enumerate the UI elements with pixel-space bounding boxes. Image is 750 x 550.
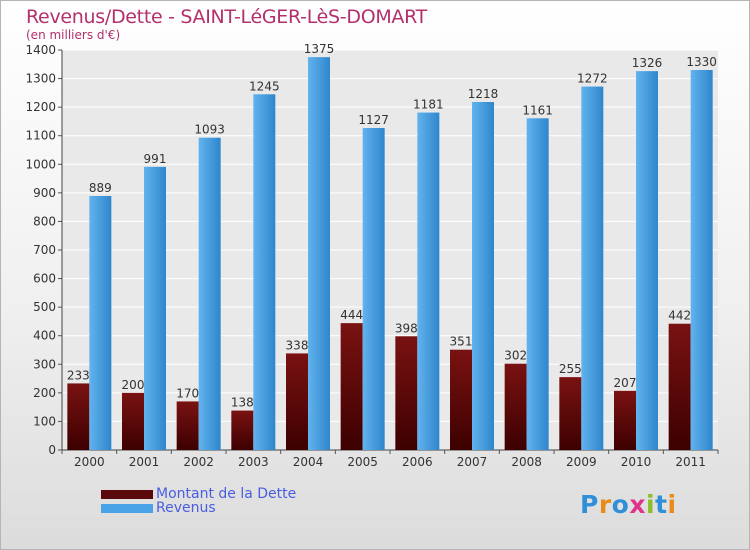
bar-dette: [286, 353, 308, 450]
legend-swatch-dette: [101, 489, 153, 499]
data-label-revenus: 1375: [304, 42, 335, 56]
legend-label-revenus: Revenus: [156, 500, 216, 516]
y-tick-label: 900: [33, 186, 56, 200]
bar-dette: [231, 410, 254, 450]
y-tick-label: 0: [48, 443, 56, 457]
data-label-revenus: 1272: [577, 72, 608, 86]
data-label-revenus: 1330: [686, 55, 717, 69]
legend-item-dette: Montant de la Dette: [101, 486, 296, 502]
bar-dette: [340, 323, 363, 450]
bar-revenus: [581, 86, 604, 451]
x-tick-label: 2006: [402, 455, 433, 469]
bar-dette: [395, 336, 418, 450]
y-tick-label: 600: [33, 272, 56, 286]
x-tick-label: 2009: [566, 455, 597, 469]
x-tick-label: 2005: [347, 455, 378, 469]
bar-dette: [67, 383, 90, 450]
x-tick-label: 2007: [457, 455, 488, 469]
data-label-revenus: 1181: [413, 98, 444, 112]
bar-revenus: [472, 102, 494, 450]
logo-letter: x: [629, 490, 646, 519]
logo-letter: r: [598, 490, 612, 519]
y-tick-label: 500: [33, 300, 56, 314]
data-label-dette: 351: [450, 335, 473, 349]
logo-letter: i: [667, 490, 677, 519]
y-tick-label: 1000: [25, 157, 56, 171]
bar-revenus: [89, 196, 112, 450]
legend-label-dette: Montant de la Dette: [156, 486, 297, 502]
logo-letter: t: [655, 490, 668, 519]
bar-revenus: [362, 128, 385, 450]
data-label-revenus: 1218: [468, 87, 499, 101]
proxiti-logo: Proxiti: [580, 490, 677, 519]
x-tick-label: 2003: [238, 455, 269, 469]
bar-dette: [176, 401, 199, 450]
data-label-dette: 302: [504, 349, 527, 363]
legend-swatch-revenus: [101, 503, 153, 513]
data-label-dette: 444: [340, 308, 363, 322]
bar-dette: [450, 349, 472, 450]
x-tick-label: 2004: [293, 455, 324, 469]
logo-letter: P: [580, 490, 599, 519]
data-label-revenus: 1326: [632, 56, 663, 70]
bar-revenus: [144, 166, 166, 450]
data-label-revenus: 991: [144, 152, 167, 166]
data-label-dette: 207: [614, 376, 637, 390]
bar-dette: [614, 390, 636, 450]
data-label-revenus: 1093: [194, 123, 225, 137]
y-tick-label: 1100: [25, 129, 56, 143]
chart-title: Revenus/Dette - SAINT-LéGER-LèS-DOMART: [26, 6, 427, 28]
data-label-dette: 442: [668, 309, 691, 323]
data-label-revenus: 889: [89, 181, 112, 195]
bar-dette: [668, 323, 691, 450]
x-tick-label: 2008: [511, 455, 542, 469]
bar-revenus: [198, 137, 221, 450]
y-tick-label: 700: [33, 243, 56, 257]
bar-revenus: [308, 57, 330, 451]
legend-item-revenus: Revenus: [101, 500, 216, 516]
logo-letter: o: [611, 490, 630, 519]
chart-subtitle: (en milliers d'€): [26, 28, 121, 42]
data-label-dette: 255: [559, 362, 582, 376]
data-label-dette: 170: [176, 386, 199, 400]
bar-dette: [504, 363, 527, 450]
bar-revenus: [253, 94, 276, 451]
data-label-dette: 398: [395, 321, 418, 335]
x-tick-label: 2000: [74, 455, 105, 469]
data-label-dette: 338: [286, 338, 309, 352]
x-tick-label: 2001: [129, 455, 160, 469]
y-tick-label: 400: [33, 329, 56, 343]
y-tick-label: 800: [33, 214, 56, 228]
x-tick-label: 2011: [675, 455, 706, 469]
data-label-revenus: 1127: [358, 113, 389, 127]
bar-dette: [122, 392, 144, 450]
x-tick-label: 2010: [621, 455, 652, 469]
bar-revenus: [526, 118, 549, 451]
y-tick-label: 100: [33, 414, 56, 428]
y-tick-label: 1400: [25, 43, 56, 57]
logo-letter: i: [646, 490, 656, 519]
x-tick-label: 2002: [183, 455, 214, 469]
data-label-dette: 138: [231, 396, 254, 410]
data-label-dette: 200: [122, 378, 145, 392]
y-tick-label: 1300: [25, 72, 56, 86]
bar-revenus: [636, 71, 658, 451]
data-label-revenus: 1161: [522, 103, 553, 117]
data-label-dette: 233: [67, 368, 90, 382]
y-tick-label: 200: [33, 386, 56, 400]
bar-dette: [559, 377, 582, 450]
bar-revenus: [690, 70, 713, 450]
y-tick-label: 1200: [25, 100, 56, 114]
y-tick-label: 300: [33, 357, 56, 371]
data-label-revenus: 1245: [249, 79, 280, 93]
bar-revenus: [417, 112, 440, 451]
